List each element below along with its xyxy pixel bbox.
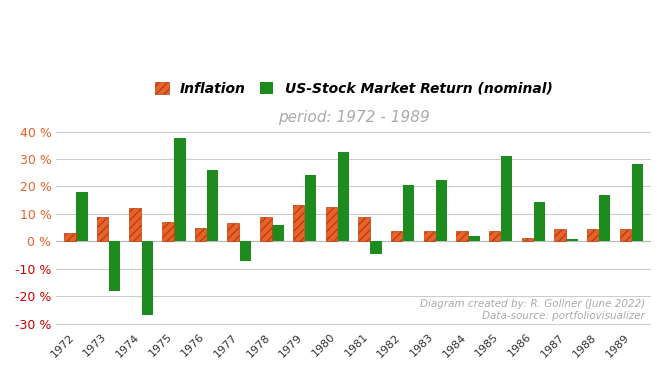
Bar xyxy=(240,241,251,261)
Bar xyxy=(533,202,545,241)
Bar xyxy=(489,231,500,241)
Bar xyxy=(162,223,174,241)
Bar xyxy=(370,241,382,254)
Bar xyxy=(305,175,316,241)
Bar xyxy=(403,185,414,241)
Bar xyxy=(109,241,121,291)
Bar xyxy=(207,170,218,241)
Bar xyxy=(76,192,88,241)
Bar xyxy=(632,165,643,241)
Bar xyxy=(501,156,512,241)
Bar xyxy=(129,208,141,241)
Bar xyxy=(338,152,349,241)
Bar xyxy=(272,225,284,241)
Bar xyxy=(194,228,206,241)
Bar xyxy=(521,238,533,241)
Bar xyxy=(260,217,272,241)
Bar xyxy=(436,180,447,241)
Bar xyxy=(599,195,611,241)
Bar xyxy=(468,236,480,241)
Bar xyxy=(97,217,108,241)
Bar xyxy=(64,233,75,241)
Bar xyxy=(566,239,578,241)
Bar xyxy=(358,217,370,241)
Bar xyxy=(587,229,598,241)
Bar xyxy=(391,231,402,241)
Bar xyxy=(142,241,153,315)
Bar xyxy=(228,223,239,241)
Text: Diagram created by: R. Gollner (June 2022)
Data-source: portfoliovisualizer: Diagram created by: R. Gollner (June 202… xyxy=(420,299,645,321)
Bar xyxy=(456,231,468,241)
Title: period: 1972 - 1989: period: 1972 - 1989 xyxy=(278,110,430,125)
Bar xyxy=(424,231,435,241)
Bar xyxy=(619,229,631,241)
Bar xyxy=(174,138,186,241)
Bar xyxy=(293,205,304,241)
Legend: Inflation, US-Stock Market Return (nominal): Inflation, US-Stock Market Return (nomin… xyxy=(149,76,558,101)
Bar xyxy=(326,207,337,241)
Bar xyxy=(554,229,565,241)
